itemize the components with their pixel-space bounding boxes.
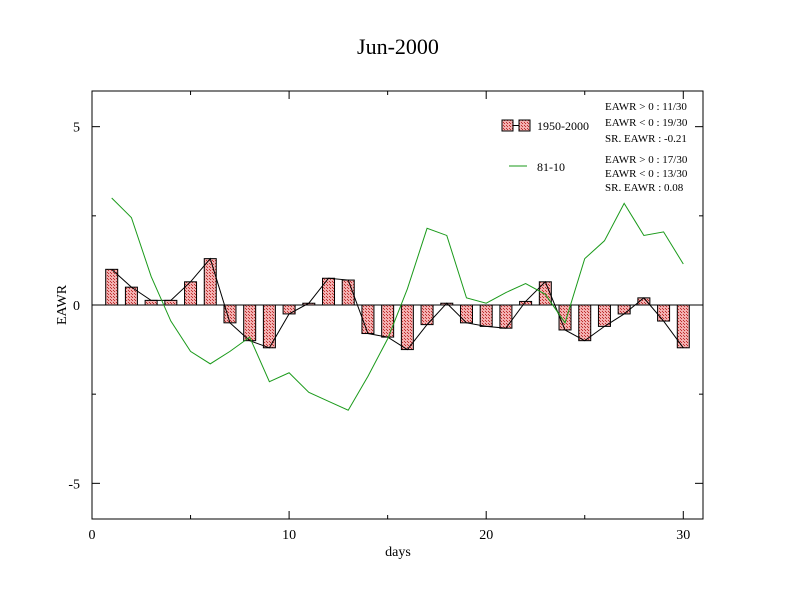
legend-bar-swatch xyxy=(501,119,514,132)
x-tick-label: 30 xyxy=(676,528,690,543)
bar-1950-2000 xyxy=(203,258,217,306)
bar-1950-2000 xyxy=(164,299,178,306)
bar-1950-2000 xyxy=(479,304,493,327)
x-tick-label: 0 xyxy=(89,528,96,543)
bar-1950-2000 xyxy=(144,299,158,306)
bar-1950-2000 xyxy=(459,304,473,324)
chart-title: Jun-2000 xyxy=(357,34,439,59)
legend-stat-81-10: EAWR < 0 : 13/30 xyxy=(605,168,688,180)
line-81-10 xyxy=(111,197,684,411)
bar-1950-2000 xyxy=(105,268,119,306)
bar-1950-2000 xyxy=(617,304,631,315)
legend-stat-1950-2000: EAWR > 0 : 11/30 xyxy=(605,101,687,113)
bar-1950-2000 xyxy=(400,304,414,351)
legend-stat-81-10: SR. EAWR : 0.08 xyxy=(605,182,684,194)
bar-1950-2000 xyxy=(243,304,257,342)
legend: 1950-2000 EAWR > 0 : 11/30 EAWR < 0 : 19/3… xyxy=(501,101,688,194)
legend-stat-1950-2000: SR. EAWR : -0.21 xyxy=(605,133,687,145)
bar-1950-2000 xyxy=(361,304,375,335)
axis-ticks: 0 10 20 30 -5 0 5 xyxy=(68,91,703,543)
legend-bar-swatch xyxy=(518,119,531,132)
y-tick-label: 5 xyxy=(73,121,80,136)
bar-1950-2000 xyxy=(322,277,336,306)
y-axis-label: EAWR xyxy=(55,284,70,325)
bar-1950-2000 xyxy=(578,304,592,342)
bar-1950-2000 xyxy=(381,304,395,338)
y-tick-label: -5 xyxy=(68,477,80,492)
y-tick-label: 0 xyxy=(73,299,80,314)
bar-1950-2000 xyxy=(420,304,434,326)
bar-1950-2000 xyxy=(282,304,296,315)
line-1950-2000 xyxy=(111,257,684,351)
x-tick-label: 10 xyxy=(282,528,296,543)
legend-stat-1950-2000: EAWR < 0 : 19/30 xyxy=(605,117,688,129)
legend-label-81-10: 81-10 xyxy=(537,160,565,174)
bar-1950-2000 xyxy=(657,304,671,322)
legend-stat-81-10: EAWR > 0 : 17/30 xyxy=(605,154,688,166)
x-tick-label: 20 xyxy=(479,528,493,543)
legend-label-1950-2000: 1950-2000 xyxy=(537,119,589,133)
plot-area xyxy=(92,197,703,411)
bar-1950-2000 xyxy=(499,304,513,329)
x-axis-label: days xyxy=(385,545,411,560)
